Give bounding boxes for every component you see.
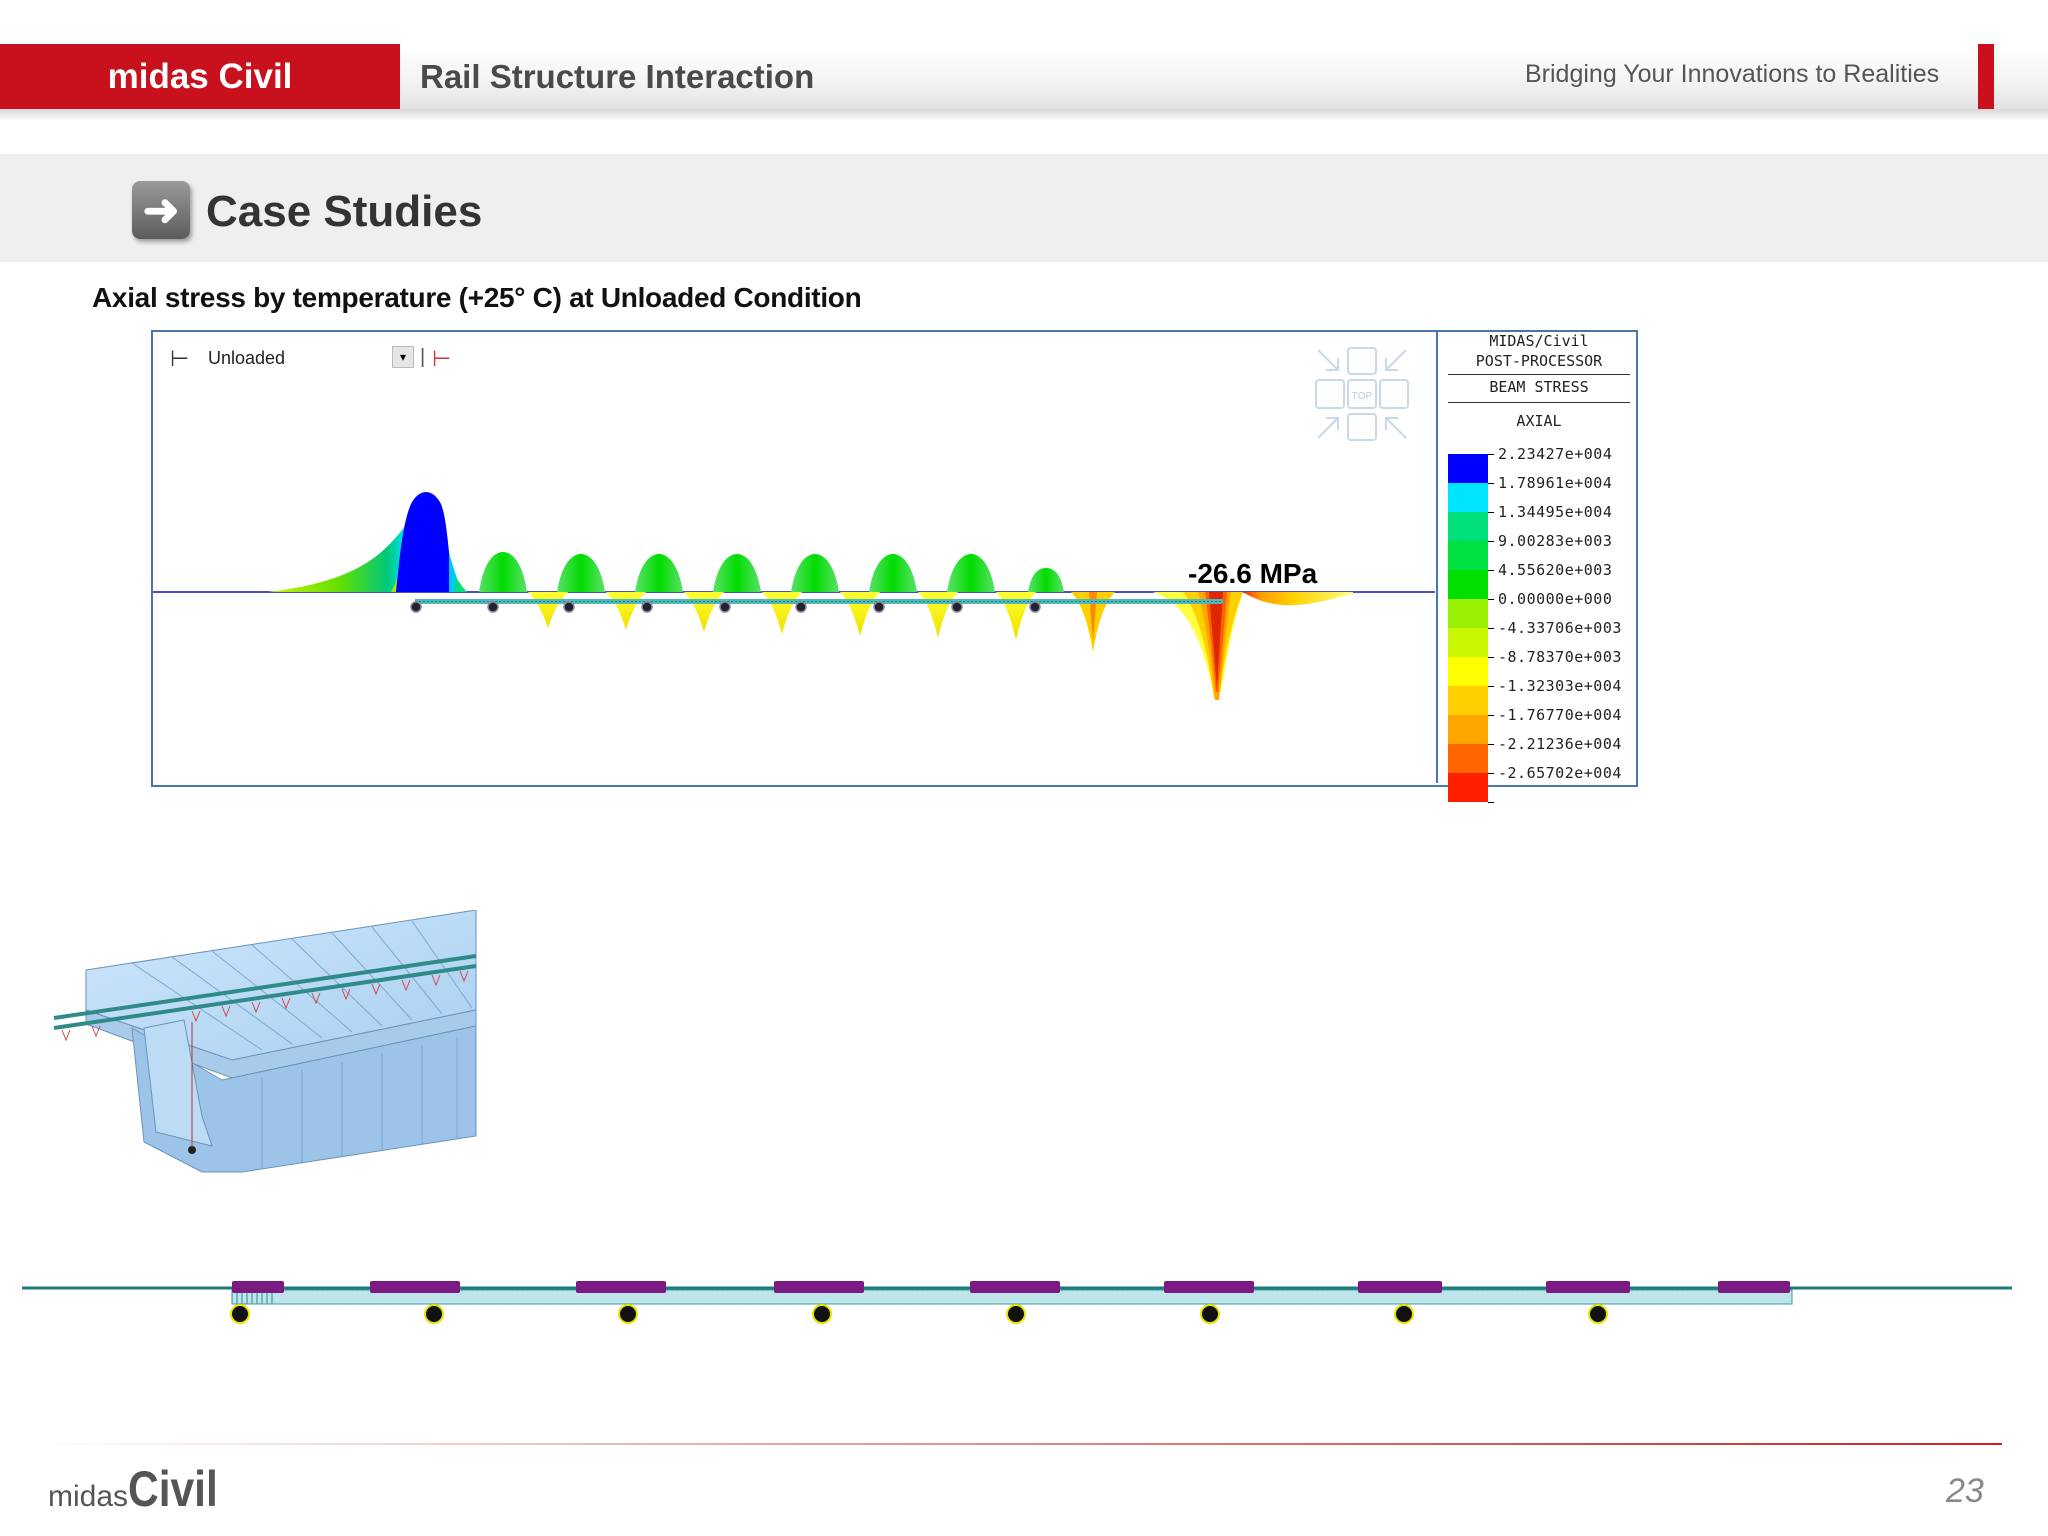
legend-value: 1.78961e+004: [1498, 474, 1613, 492]
stress-legend: MIDAS/Civil POST-PROCESSOR BEAM STRESS A…: [1436, 332, 1636, 803]
legend-value: -1.32303e+004: [1498, 677, 1622, 695]
load-case-select[interactable]: Unloaded: [208, 348, 286, 368]
bridge-3d-model: [53, 910, 477, 1173]
slide-subtitle: Axial stress by temperature (+25° C) at …: [92, 282, 862, 313]
toolbar-divider: |: [420, 346, 426, 368]
legend-swatch: [1448, 686, 1488, 715]
legend-value: -2.65702e+004: [1498, 764, 1622, 782]
legend-swatch: [1448, 715, 1488, 744]
load-step-icon[interactable]: ⊢: [432, 346, 452, 371]
legend-value: -2.21236e+004: [1498, 735, 1622, 753]
legend-component: AXIAL: [1516, 412, 1562, 430]
legend-row: 9.00283e+003: [1448, 532, 1634, 570]
legend-swatch: [1448, 512, 1488, 541]
legend-value: 0.00000e+000: [1498, 590, 1613, 608]
legend-row: -2.21236e+004: [1448, 735, 1634, 773]
legend-value: 9.00283e+003: [1498, 532, 1613, 550]
legend-row: -2.65702e+004: [1448, 764, 1634, 802]
legend-value: -8.78370e+003: [1498, 648, 1622, 666]
legend-swatch: [1448, 599, 1488, 628]
legend-row: 2.23427e+004: [1448, 445, 1634, 483]
arrow-right-icon: ➜: [132, 181, 190, 239]
load-case-icon[interactable]: ⊢: [170, 346, 190, 371]
legend-value: -1.76770e+004: [1498, 706, 1622, 724]
legend-swatch: [1448, 773, 1488, 802]
max-stress-annotation: -26.6 MPa: [1188, 558, 1318, 589]
header-accent: [1978, 44, 1994, 109]
section-band: [0, 154, 2048, 262]
presentation-title: Rail Structure Interaction: [420, 58, 815, 95]
legend-swatch: [1448, 657, 1488, 686]
legend-swatch: [1448, 744, 1488, 773]
legend-row: 4.55620e+003: [1448, 561, 1634, 599]
legend-row: 0.00000e+000: [1448, 590, 1634, 628]
legend-value: 2.23427e+004: [1498, 445, 1613, 463]
view-cube-icon[interactable]: TOP: [1312, 344, 1412, 444]
legend-row: -8.78370e+003: [1448, 648, 1634, 686]
footer-logo-midas: midas: [48, 1480, 129, 1513]
page-number: 23: [1946, 1472, 1984, 1510]
header-tagline: Bridging Your Innovations to Realities: [1525, 60, 1940, 88]
legend-swatch: [1448, 541, 1488, 570]
header-shadow: [0, 109, 2048, 121]
legend-swatch: [1448, 454, 1488, 483]
legend-swatch: [1448, 570, 1488, 599]
brand-logo: midas Civil: [0, 44, 400, 109]
footer-divider: [40, 1443, 2002, 1445]
legend-row: -1.32303e+004: [1448, 677, 1634, 715]
legend-module: POST-PROCESSOR: [1475, 352, 1603, 370]
section-title: Case Studies: [206, 187, 483, 236]
legend-row: 1.78961e+004: [1448, 474, 1634, 512]
rail-bridge-elevation-model: [22, 1281, 2012, 1324]
legend-value: -4.33706e+003: [1498, 619, 1622, 637]
legend-row: -4.33706e+003: [1448, 619, 1634, 657]
legend-value: 1.34495e+004: [1498, 503, 1613, 521]
chevron-down-icon[interactable]: ▾: [392, 346, 414, 368]
legend-swatch: [1448, 628, 1488, 657]
legend-row: 1.34495e+004: [1448, 503, 1634, 541]
legend-program: MIDAS/Civil: [1489, 332, 1589, 350]
footer-logo-civil: Civil: [128, 1461, 218, 1517]
legend-result-type: BEAM STRESS: [1489, 378, 1589, 396]
axial-stress-diagram: [153, 492, 1435, 700]
legend-value: 4.55620e+003: [1498, 561, 1613, 579]
legend-swatch: [1448, 483, 1488, 512]
view-cube-top-label: TOP: [1352, 391, 1373, 402]
legend-row: -1.76770e+004: [1448, 706, 1634, 744]
